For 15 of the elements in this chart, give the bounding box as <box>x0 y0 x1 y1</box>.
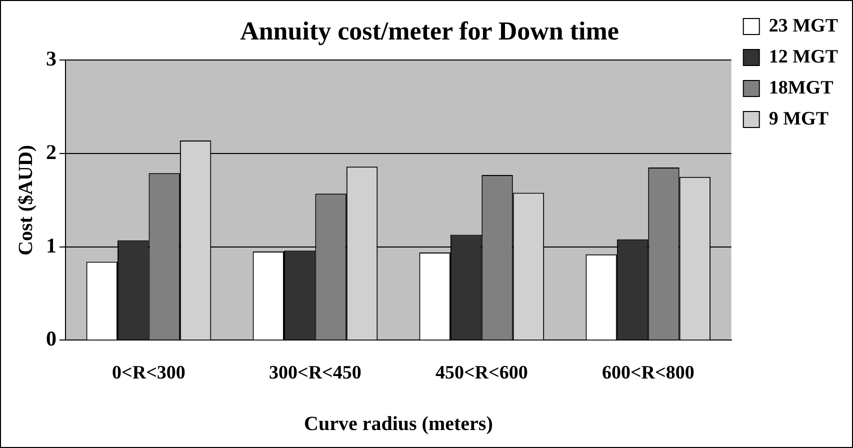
y-tick-label: 0 <box>46 326 56 351</box>
legend-label: 23 MGT <box>768 15 838 36</box>
y-axis-title: Cost ($AUD) <box>15 144 38 256</box>
x-axis-title: Curve radius (meters) <box>304 413 493 436</box>
x-tick-label: 0<R<300 <box>112 362 186 384</box>
y-tick-label: 1 <box>46 233 56 258</box>
legend-label: 12 MGT <box>768 46 838 68</box>
y-tick-label: 3 <box>46 46 56 71</box>
legend-label: 18MGT <box>768 77 834 98</box>
x-tick-label: 450<R<600 <box>435 362 528 384</box>
y-tick-label: 2 <box>46 140 56 164</box>
x-tick-label: 300<R<450 <box>269 362 362 384</box>
chart-title: Annuity cost/meter for Down time <box>240 16 619 46</box>
legend-label: 9 MGT <box>768 108 829 130</box>
x-tick-label: 600<R<800 <box>602 362 694 384</box>
